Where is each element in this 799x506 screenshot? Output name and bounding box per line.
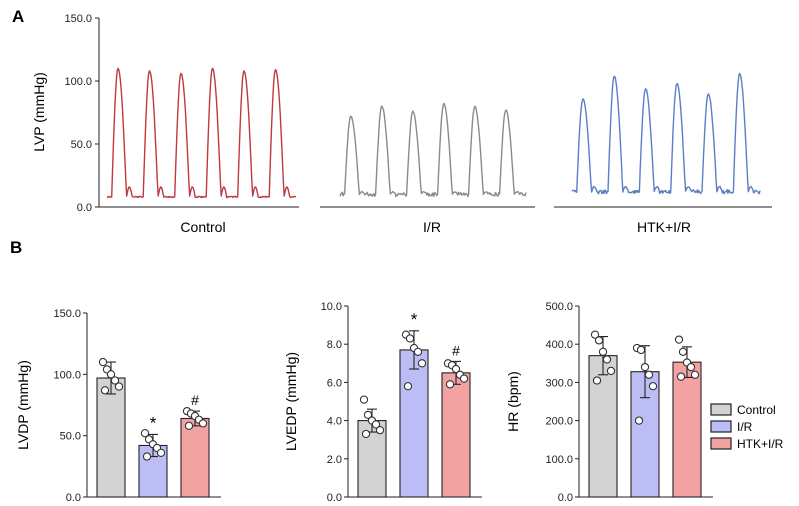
lvp-trace-htk — [571, 72, 761, 195]
legend-swatch-control — [710, 403, 732, 416]
hr-data-point-control — [598, 347, 608, 356]
trace-label-control: Control — [180, 219, 225, 235]
lvdp-data-point-htk — [198, 419, 208, 428]
lvdp-bar-htk — [180, 417, 210, 498]
lvedp-data-point-ir — [405, 334, 415, 343]
hr-data-point-htk — [674, 335, 684, 344]
lvp-y-tick-label: 50.0 — [71, 139, 92, 151]
lvedp-data-point-control — [359, 395, 369, 404]
lvp-y-ticks: 150.0 100.0 50.0 0.0 — [64, 13, 99, 214]
lvdp-y-axis-label: LVDP (mmHg) — [15, 360, 31, 450]
lvedp-y-tick-label: 8.0 — [327, 339, 342, 351]
legend-swatch-ir — [710, 420, 732, 433]
hr-y-tick-label: 400.0 — [545, 339, 573, 351]
lvp-traces — [106, 67, 761, 199]
lvedp-bar-chart: LVEDP (mmHg) 10.0 8.0 6.0 4.0 2.0 0.0 * # — [283, 301, 482, 504]
lvedp-y-tick-label: 2.0 — [327, 454, 342, 466]
lvdp-data-point-htk — [184, 421, 194, 431]
lvp-trace-ir — [339, 102, 527, 198]
hr-data-point-control — [590, 330, 600, 339]
lvedp-significance-htk: # — [452, 342, 460, 358]
legend-swatch-htk — [710, 437, 732, 450]
hr-y-tick-label: 100.0 — [545, 454, 573, 466]
hr-data-point-ir — [640, 362, 650, 372]
lvdp-data-point-ir — [140, 429, 150, 438]
hr-data-point-ir — [644, 370, 654, 379]
lvedp-data-point-control — [363, 410, 373, 420]
legend: Control I/R HTK+I/R — [710, 403, 784, 451]
legend-label-ir: I/R — [737, 420, 753, 434]
lvdp-y-tick-label: 0.0 — [66, 492, 81, 504]
lvedp-y-tick-label: 0.0 — [327, 492, 342, 504]
lvdp-data-point-control — [100, 386, 110, 395]
lvdp-data-point-ir — [142, 452, 152, 461]
legend-label-control: Control — [737, 403, 776, 417]
lvdp-data-point-ir — [156, 448, 166, 457]
lvdp-data-point-control — [114, 382, 124, 391]
hr-data-point-control — [592, 376, 602, 385]
lvdp-bar-chart: LVDP (mmHg) 150.0 100.0 50.0 0.0 * # — [15, 308, 221, 504]
lvdp-significance-htk: # — [191, 392, 199, 408]
hr-bar-control — [588, 355, 618, 498]
hr-data-point-htk — [678, 347, 688, 356]
hr-y-tick-label: 0.0 — [558, 492, 573, 504]
lvdp-data-point-control — [98, 357, 108, 367]
lvp-y-tick-label: 0.0 — [77, 202, 92, 214]
lvedp-data-point-htk — [445, 380, 455, 389]
lvedp-data-point-control — [371, 420, 381, 429]
lvp-y-tick-label: 100.0 — [64, 76, 92, 88]
lvedp-data-point-ir — [403, 382, 413, 391]
hr-y-tick-label: 500.0 — [545, 301, 573, 313]
panel-label-b: B — [10, 238, 22, 257]
lvdp-data-point-control — [110, 376, 120, 385]
lvp-y-axis-label: LVP (mmHg) — [31, 72, 47, 152]
hr-data-point-htk — [686, 362, 696, 372]
lvedp-significance-ir: * — [411, 310, 418, 329]
lvp-trace-chart: LVP (mmHg) 150.0 100.0 50.0 0.0 Control I/R… — [31, 13, 772, 235]
lvp-trace-control — [106, 67, 297, 199]
lvedp-data-point-control — [375, 425, 385, 435]
hr-data-point-ir — [648, 382, 658, 391]
hr-bar-chart: HR (bpm) 500.0 400.0 300.0 200.0 100.0 0.0 — [505, 301, 713, 504]
lvedp-data-point-htk — [459, 374, 469, 383]
lvedp-y-axis-label: LVEDP (mmHg) — [283, 352, 299, 451]
trace-label-ir: I/R — [423, 219, 441, 235]
lvedp-y-tick-label: 6.0 — [327, 377, 342, 389]
hr-y-axis-label: HR (bpm) — [505, 371, 521, 432]
lvedp-y-tick-label: 10.0 — [321, 301, 342, 313]
lvp-y-tick-label: 150.0 — [64, 13, 92, 25]
hr-data-point-ir — [634, 416, 644, 425]
hr-data-point-control — [602, 355, 612, 364]
lvedp-bar-ir — [399, 349, 429, 498]
hr-y-tick-label: 200.0 — [545, 416, 573, 428]
lvdp-y-tick-label: 100.0 — [53, 369, 81, 381]
hr-data-point-htk — [690, 370, 700, 379]
hr-data-point-htk — [676, 372, 686, 381]
lvdp-bar-control — [96, 377, 126, 498]
lvedp-data-point-ir — [413, 347, 423, 356]
lvedp-y-tick-label: 4.0 — [327, 416, 342, 428]
hr-bar-htk — [672, 361, 702, 498]
lvedp-bar-htk — [441, 372, 471, 498]
legend-label-htk: HTK+I/R — [737, 437, 784, 451]
hr-data-point-control — [594, 336, 604, 345]
hr-data-point-ir — [636, 345, 646, 355]
lvdp-y-tick-label: 50.0 — [60, 431, 81, 443]
hr-data-point-control — [606, 366, 616, 376]
lvdp-data-point-control — [106, 370, 116, 379]
lvdp-significance-ir: * — [150, 413, 157, 432]
lvedp-data-point-ir — [417, 359, 427, 368]
lvedp-data-point-htk — [451, 364, 461, 374]
lvedp-data-point-control — [361, 429, 371, 439]
lvdp-y-tick-label: 150.0 — [53, 308, 81, 320]
trace-label-htk: HTK+I/R — [637, 219, 691, 235]
hr-y-tick-label: 300.0 — [545, 377, 573, 389]
panel-label-a: A — [12, 7, 24, 26]
